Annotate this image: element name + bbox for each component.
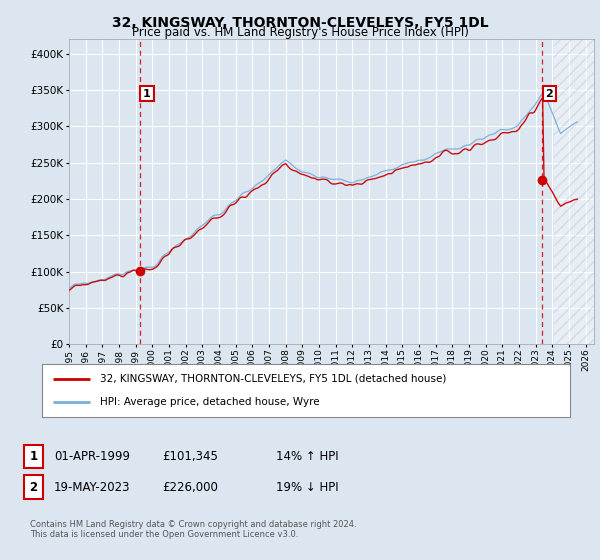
Text: 2: 2	[29, 480, 38, 494]
Text: 19-MAY-2023: 19-MAY-2023	[54, 480, 131, 494]
Text: £101,345: £101,345	[162, 450, 218, 463]
Text: HPI: Average price, detached house, Wyre: HPI: Average price, detached house, Wyre	[100, 397, 320, 407]
Bar	[554, 39, 600, 344]
Text: Contains HM Land Registry data © Crown copyright and database right 2024.
This d: Contains HM Land Registry data © Crown c…	[30, 520, 356, 539]
Text: 1: 1	[29, 450, 38, 463]
Text: 19% ↓ HPI: 19% ↓ HPI	[276, 480, 338, 494]
Text: 32, KINGSWAY, THORNTON-CLEVELEYS, FY5 1DL (detached house): 32, KINGSWAY, THORNTON-CLEVELEYS, FY5 1D…	[100, 374, 446, 384]
Text: Price paid vs. HM Land Registry's House Price Index (HPI): Price paid vs. HM Land Registry's House …	[131, 26, 469, 39]
Text: 14% ↑ HPI: 14% ↑ HPI	[276, 450, 338, 463]
Text: 1: 1	[143, 88, 151, 99]
Text: 32, KINGSWAY, THORNTON-CLEVELEYS, FY5 1DL: 32, KINGSWAY, THORNTON-CLEVELEYS, FY5 1D…	[112, 16, 488, 30]
Text: 2: 2	[545, 88, 553, 99]
Text: 01-APR-1999: 01-APR-1999	[54, 450, 130, 463]
Text: £226,000: £226,000	[162, 480, 218, 494]
